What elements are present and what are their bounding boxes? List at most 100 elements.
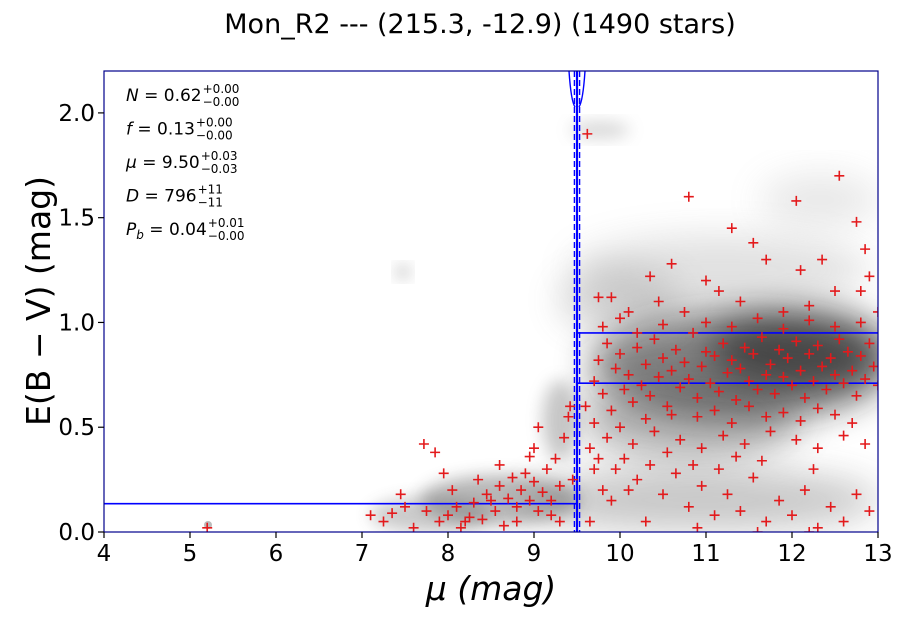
density-shading — [204, 122, 878, 532]
data-point — [400, 501, 410, 512]
data-point — [567, 474, 578, 485]
data-point — [731, 451, 742, 462]
data-points — [202, 128, 878, 532]
data-point — [541, 464, 552, 475]
data-point — [847, 418, 858, 429]
fit-parameter-upper: +0.00 — [196, 116, 233, 130]
data-point — [713, 386, 724, 397]
data-point — [744, 401, 754, 412]
data-point — [565, 401, 576, 412]
data-point — [675, 382, 686, 393]
data-point — [670, 468, 681, 479]
data-point — [860, 244, 871, 255]
data-point — [460, 516, 471, 527]
data-point — [735, 506, 746, 517]
data-point — [726, 355, 737, 366]
data-point — [830, 286, 840, 297]
data-point — [722, 489, 733, 500]
y-tick-label: 0.0 — [58, 520, 95, 546]
fit-parameter-upper: +0.03 — [201, 149, 238, 163]
data-point — [812, 443, 823, 454]
data-point — [606, 405, 617, 416]
data-point — [688, 459, 699, 470]
data-point — [795, 365, 806, 376]
data-point — [537, 487, 548, 498]
data-point — [842, 346, 853, 357]
fit-parameter-lower: −11 — [198, 196, 223, 210]
data-point — [834, 334, 845, 345]
data-point — [778, 306, 789, 317]
data-point — [610, 363, 621, 374]
data-point — [615, 348, 625, 359]
data-point — [589, 376, 600, 387]
data-point — [851, 216, 862, 227]
data-point — [718, 338, 729, 349]
data-point — [602, 338, 613, 349]
data-point — [563, 411, 574, 422]
model-lines — [104, 71, 878, 532]
data-point — [447, 485, 458, 496]
data-point — [705, 378, 716, 389]
y-tick-label: 0.5 — [58, 415, 95, 441]
plot-frame — [103, 70, 879, 533]
data-point — [735, 363, 746, 374]
data-point — [808, 376, 819, 387]
data-point — [490, 506, 501, 517]
data-point — [670, 344, 681, 355]
data-point — [808, 464, 819, 475]
data-point — [619, 384, 630, 395]
data-point — [752, 384, 763, 395]
data-point — [679, 306, 690, 317]
data-point — [855, 286, 866, 297]
data-point — [718, 430, 729, 441]
data-point — [683, 191, 694, 202]
data-point — [520, 468, 531, 479]
data-point — [752, 527, 763, 532]
data-point — [825, 353, 836, 364]
data-point — [709, 405, 720, 416]
data-point — [554, 516, 565, 527]
data-point — [653, 296, 664, 307]
data-point — [696, 480, 707, 491]
data-point — [860, 374, 871, 385]
data-point — [756, 455, 767, 466]
data-point — [486, 495, 496, 506]
data-point — [795, 415, 806, 426]
data-point — [778, 323, 789, 334]
data-point — [748, 472, 759, 483]
data-point — [748, 237, 759, 248]
data-point — [744, 376, 754, 387]
data-point — [752, 313, 763, 324]
data-point — [623, 485, 634, 496]
data-point — [847, 365, 858, 376]
data-point — [692, 411, 703, 422]
data-point — [636, 380, 647, 391]
data-point — [761, 369, 772, 380]
data-point — [812, 522, 823, 532]
data-point — [662, 401, 673, 412]
data-point — [821, 384, 832, 395]
x-tick-label: 13 — [863, 541, 892, 567]
fit-parameter: μ = 9.50 — [125, 153, 200, 173]
data-point — [627, 397, 638, 408]
data-point — [838, 378, 849, 389]
data-point — [709, 510, 720, 521]
y-axis-label: E(B − V) (mag) — [19, 176, 58, 426]
y-tick-label: 2.0 — [58, 101, 95, 127]
data-point — [584, 443, 595, 454]
data-point — [778, 407, 789, 418]
data-point — [675, 434, 686, 445]
data-point — [632, 474, 643, 485]
data-point — [653, 371, 664, 382]
data-point — [731, 394, 742, 405]
data-point — [589, 418, 600, 429]
data-point — [851, 390, 862, 401]
data-point — [756, 332, 767, 343]
data-point — [619, 453, 630, 464]
data-point — [722, 367, 733, 378]
data-point — [787, 380, 797, 391]
data-point — [834, 170, 845, 181]
data-point — [632, 327, 643, 338]
data-point — [632, 342, 643, 353]
data-point — [864, 338, 875, 349]
